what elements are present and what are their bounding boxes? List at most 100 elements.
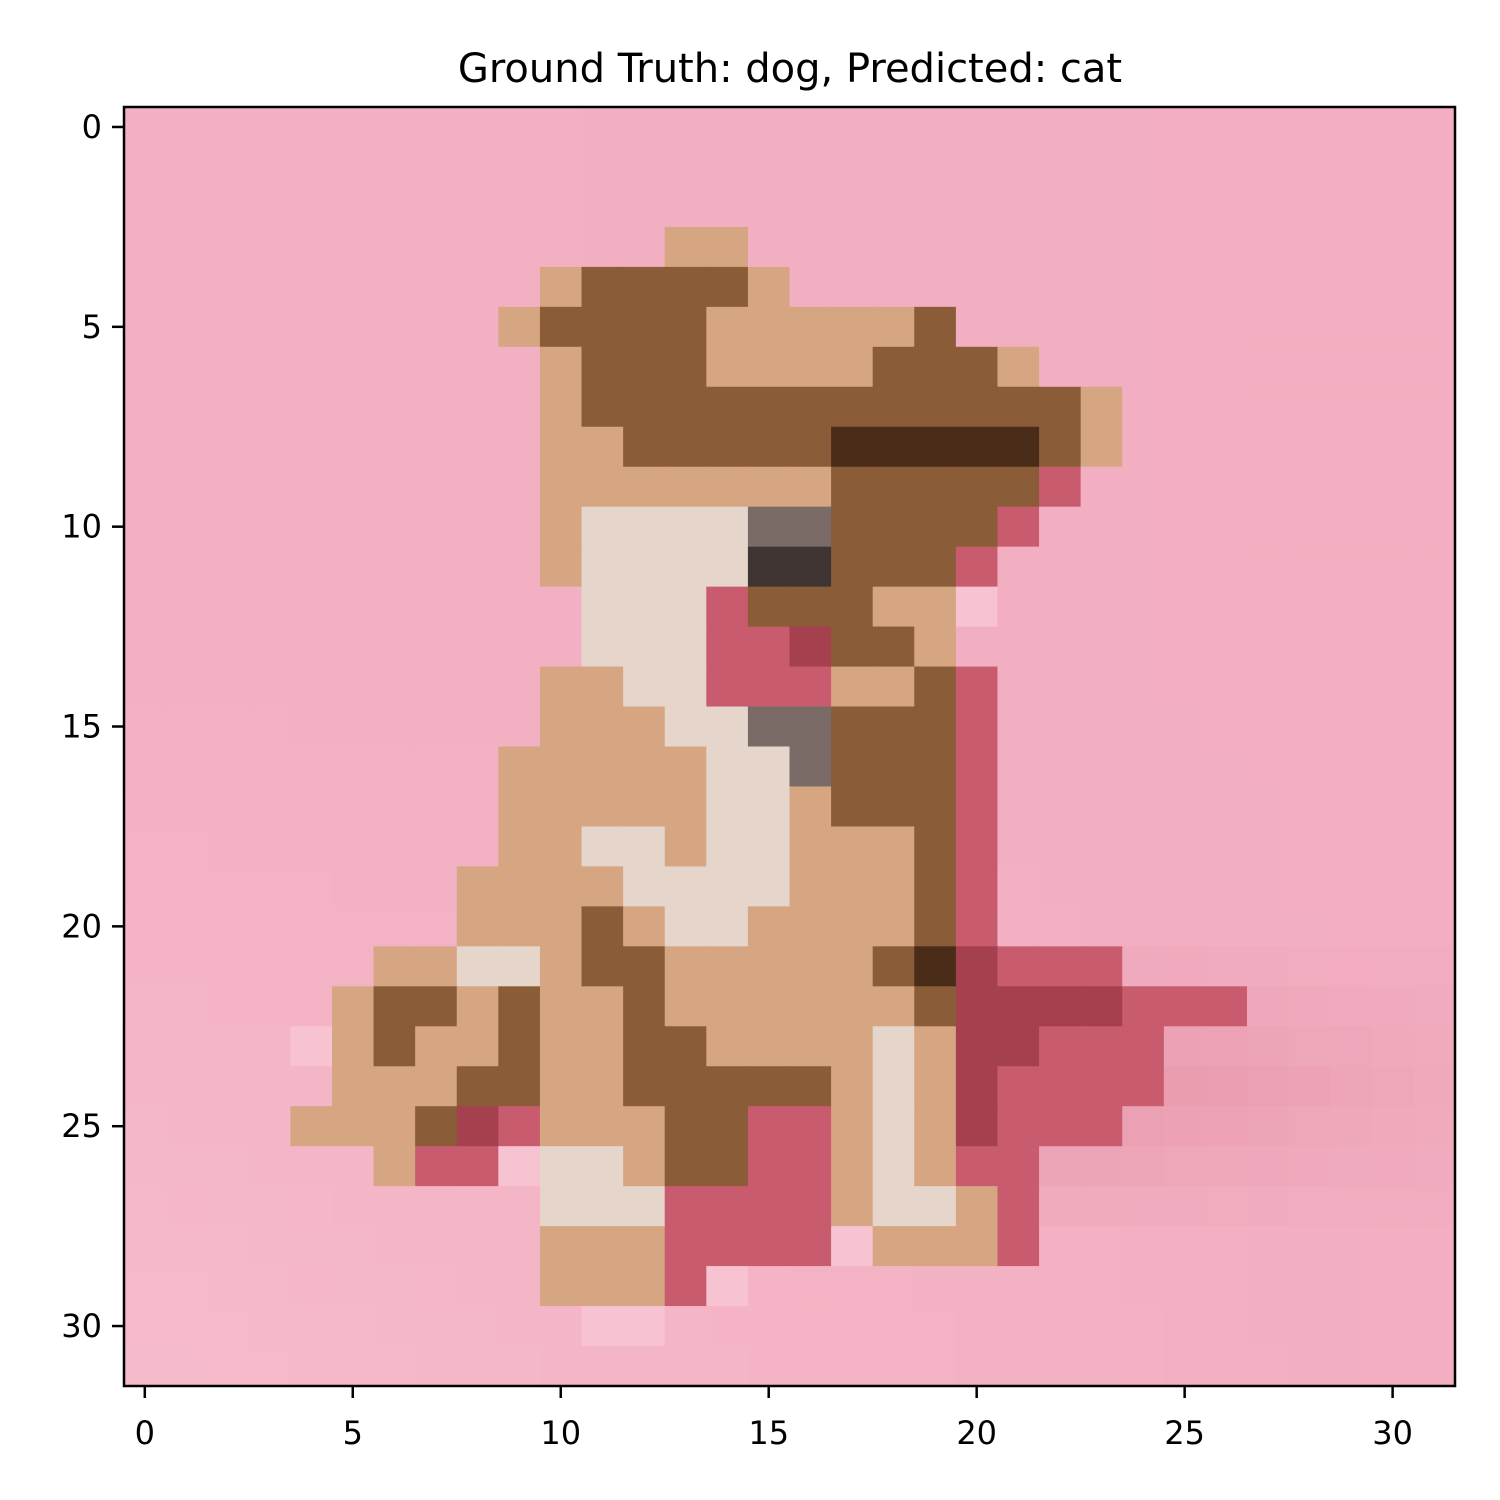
pixel-cell <box>165 906 208 947</box>
pixel-cell <box>1163 986 1207 1027</box>
pixel-cell <box>581 746 624 788</box>
pixel-cell <box>373 826 416 868</box>
pixel-cell <box>1371 386 1414 428</box>
pixel-cell <box>664 1346 707 1387</box>
pixel-cell <box>1122 866 1165 907</box>
pixel-cell <box>1039 1266 1082 1307</box>
pixel-cell <box>955 107 999 148</box>
pixel-cell <box>581 666 624 708</box>
pixel-cell <box>1039 506 1082 548</box>
pixel-cell <box>1247 466 1290 508</box>
pixel-cell <box>997 346 1040 388</box>
pixel-cell <box>1413 866 1456 907</box>
pixel-cell <box>831 1226 874 1267</box>
pixel-cell <box>1080 466 1123 508</box>
pixel-cell <box>1163 1186 1207 1227</box>
pixel-cell <box>456 626 499 668</box>
pixel-cell <box>581 706 624 748</box>
pixel-cell <box>415 226 458 268</box>
pixel-cell <box>498 786 541 828</box>
pixel-cell <box>747 906 791 947</box>
pixel-cell <box>415 706 458 748</box>
pixel-cell <box>789 1146 832 1187</box>
pixel-cell <box>1247 826 1290 868</box>
pixel-cell <box>207 906 250 947</box>
pixel-cell <box>1080 386 1123 428</box>
pixel-cell <box>1163 466 1207 508</box>
pixel-cell <box>1288 1186 1331 1227</box>
pixel-cell <box>373 866 416 907</box>
pixel-cell <box>914 1266 957 1307</box>
pixel-cell <box>539 346 583 388</box>
pixel-cell <box>1247 866 1290 907</box>
pixel-cell <box>1163 1346 1207 1387</box>
pixel-cell <box>747 386 791 428</box>
pixel-cell <box>872 1066 915 1107</box>
pixel-cell <box>581 226 624 268</box>
pixel-cell <box>124 586 167 628</box>
pixel-cell <box>831 706 874 748</box>
pixel-cell <box>1288 1106 1331 1147</box>
pixel-cell <box>997 466 1040 508</box>
pixel-cell <box>456 506 499 548</box>
pixel-cell <box>872 226 915 268</box>
pixel-cell <box>1413 1146 1456 1187</box>
pixel-cell <box>581 586 624 628</box>
pixel-cell <box>706 346 749 388</box>
pixel-cell <box>1080 786 1123 828</box>
pixel-cell <box>914 1226 957 1267</box>
pixel-cell <box>1247 426 1290 468</box>
pixel-cell <box>165 186 208 228</box>
pixel-cell <box>997 266 1040 308</box>
pixel-cell <box>1330 1066 1373 1107</box>
pixel-cell <box>207 1186 250 1227</box>
pixel-cell <box>165 1266 208 1307</box>
pixel-cell <box>539 1106 583 1147</box>
pixel-cell <box>331 1186 375 1227</box>
pixel-cell <box>498 346 541 388</box>
pixel-cell <box>623 306 666 348</box>
pixel-cell <box>165 1026 208 1067</box>
pixel-cell <box>498 466 541 508</box>
pixel-cell <box>581 1066 624 1107</box>
pixel-cell <box>248 1186 291 1227</box>
pixel-cell <box>747 146 791 188</box>
pixel-cell <box>331 506 375 548</box>
pixel-cell <box>373 1226 416 1267</box>
pixel-cell <box>373 107 416 148</box>
pixel-cell <box>789 666 832 708</box>
pixel-cell <box>290 306 333 348</box>
pixel-cell <box>789 866 832 907</box>
pixel-cell <box>539 626 583 668</box>
pixel-cell <box>248 306 291 348</box>
pixel-cell <box>1371 1346 1414 1387</box>
pixel-cell <box>165 626 208 668</box>
y-tick-label: 25 <box>61 1107 102 1145</box>
pixel-cell <box>1163 1306 1207 1347</box>
pixel-cell <box>706 306 749 348</box>
pixel-cell <box>623 1106 666 1147</box>
pixel-cell <box>789 226 832 268</box>
pixel-cell <box>373 506 416 548</box>
pixel-cell <box>747 1306 791 1347</box>
pixel-cell <box>165 1306 208 1347</box>
pixel-cell <box>207 1026 250 1067</box>
pixel-cell <box>955 1346 999 1387</box>
pixel-cell <box>872 1146 915 1187</box>
pixel-cell <box>1288 186 1331 228</box>
pixel-cell <box>872 266 915 308</box>
pixel-cell <box>1288 1066 1331 1107</box>
pixel-cell <box>1205 986 1248 1027</box>
pixel-cell <box>165 146 208 188</box>
pixel-cell <box>1413 1306 1456 1347</box>
pixel-cell <box>955 306 999 348</box>
pixel-cell <box>1330 1266 1373 1307</box>
pixel-cell <box>248 746 291 788</box>
pixel-cell <box>623 386 666 428</box>
pixel-cell <box>623 506 666 548</box>
pixel-cell <box>914 266 957 308</box>
pixel-cell <box>872 466 915 508</box>
pixel-cell <box>539 466 583 508</box>
pixel-cell <box>1163 386 1207 428</box>
